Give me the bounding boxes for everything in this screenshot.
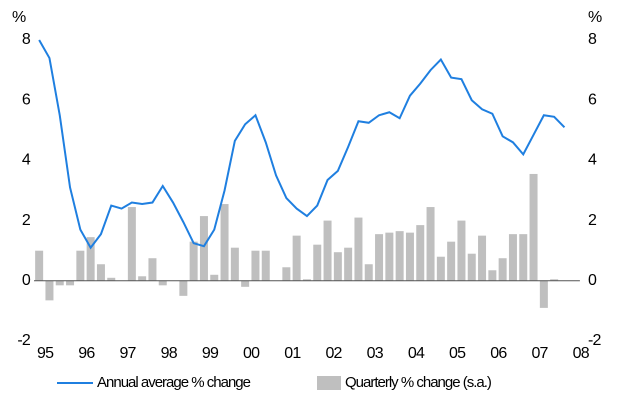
y-tick-label: 2 — [22, 212, 31, 229]
bar — [395, 231, 404, 281]
legend-label: Annual average % change — [97, 374, 251, 391]
y-tick-label: 6 — [22, 91, 31, 108]
bar — [86, 237, 95, 281]
bar — [179, 280, 188, 296]
y2-tick-label: 0 — [588, 272, 597, 289]
bar — [261, 250, 270, 281]
bar — [96, 264, 105, 281]
bar — [230, 247, 239, 281]
y2-axis-unit: % — [588, 9, 602, 26]
bar — [519, 234, 528, 281]
x-tick-label: 97 — [119, 345, 136, 362]
bar — [529, 173, 538, 281]
x-tick-label: 08 — [573, 345, 590, 362]
bar — [107, 277, 116, 281]
x-tick-label: 96 — [78, 345, 95, 362]
bar — [158, 280, 167, 286]
bar — [539, 280, 548, 308]
bar — [447, 241, 456, 281]
bar — [45, 280, 54, 301]
bar — [375, 234, 384, 281]
bar — [426, 207, 435, 281]
x-tick-label: 05 — [449, 345, 466, 362]
bar — [416, 225, 425, 281]
y2-tick-label: 4 — [588, 152, 597, 169]
bar — [488, 270, 497, 281]
bar — [385, 232, 394, 281]
y2-tick-label: 6 — [588, 91, 597, 108]
bar — [189, 241, 198, 281]
x-tick-label: 01 — [284, 345, 301, 362]
x-tick-label: 06 — [490, 345, 507, 362]
bar — [210, 274, 219, 281]
x-tick-label: 02 — [325, 345, 342, 362]
bar — [467, 253, 476, 281]
x-tick-label: 99 — [202, 345, 219, 362]
bar — [364, 264, 373, 281]
bar — [508, 234, 517, 281]
bar — [66, 280, 75, 286]
bar — [323, 220, 332, 281]
bar — [138, 276, 147, 281]
bar — [251, 250, 260, 281]
x-tick-label: 07 — [531, 345, 548, 362]
bar — [302, 279, 311, 281]
x-tick-label: 98 — [161, 345, 178, 362]
y-axis-unit: % — [12, 9, 26, 26]
bar — [35, 250, 44, 281]
bar — [344, 247, 353, 281]
bar — [436, 256, 445, 281]
line — [38, 39, 566, 250]
bar — [220, 204, 229, 281]
x-tick-label: 04 — [408, 345, 425, 362]
bar — [354, 217, 363, 281]
bar — [148, 258, 157, 281]
y-tick-label: -2 — [17, 332, 31, 349]
x-tick-label: 00 — [243, 345, 260, 362]
x-tick-label: 95 — [37, 345, 54, 362]
bar — [550, 279, 559, 281]
bar — [478, 235, 487, 281]
bar — [76, 250, 85, 281]
bar — [457, 220, 466, 281]
legend-swatch — [317, 376, 341, 390]
bar — [127, 207, 136, 281]
bar — [199, 216, 208, 281]
bar — [405, 232, 414, 281]
y2-tick-label: 8 — [588, 31, 597, 48]
legend-label: Quarterly % change (s.a.) — [345, 374, 492, 391]
y2-tick-label: -2 — [588, 332, 602, 349]
bar — [292, 235, 301, 281]
y2-tick-label: 2 — [588, 212, 597, 229]
y-tick-label: 0 — [22, 272, 31, 289]
y-tick-label: 8 — [22, 31, 31, 48]
bar — [282, 267, 291, 281]
x-tick-label: 03 — [367, 345, 384, 362]
bar — [333, 252, 342, 281]
bar — [498, 258, 507, 281]
bar — [241, 280, 250, 287]
y-tick-label: 4 — [22, 152, 31, 169]
bar — [313, 244, 322, 281]
bar — [55, 280, 64, 286]
